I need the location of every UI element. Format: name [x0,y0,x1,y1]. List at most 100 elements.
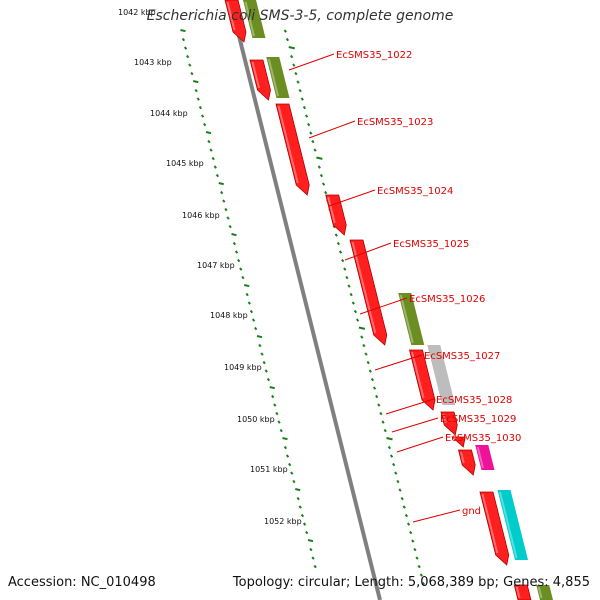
cds-arrow[interactable] [249,59,271,101]
ring-tick [392,462,396,467]
scale-tick [311,556,315,560]
gene-label[interactable]: EcSMS35_1024 [377,186,453,197]
gene-label[interactable]: EcSMS35_1030 [445,433,521,444]
ring-tick [389,454,394,458]
feature-highlight [226,1,236,31]
gene-label[interactable]: EcSMS35_1025 [393,239,469,250]
olive-feature[interactable] [398,293,425,345]
cds-arrow[interactable] [224,0,247,43]
scale-tick [283,445,288,450]
cds-arrow[interactable] [479,491,510,566]
kbp-label: 1048 kbp [210,311,248,320]
gene-label[interactable]: EcSMS35_1028 [436,395,512,406]
cds-arrow[interactable] [275,103,310,196]
feature-highlight [277,105,299,184]
ring-tick [283,29,287,33]
gene-label[interactable]: EcSMS35_1023 [357,117,433,128]
feature-highlight [537,586,543,599]
scale-tick [232,241,237,246]
scale-tick [239,267,243,271]
inner-tick-ring [180,29,317,569]
ring-tick [321,182,326,186]
kbp-label: 1043 kbp [134,58,172,67]
scale-tick [290,471,294,475]
scale-tick [300,513,305,518]
scale-tick [285,454,290,458]
gray-feature[interactable] [427,345,456,405]
ring-tick [288,46,295,50]
cds-arrow[interactable] [451,436,466,448]
gene-leader-line [344,242,392,261]
scale-tick [277,420,281,424]
ring-tick [298,88,302,93]
gene-label[interactable]: EcSMS35_1022 [336,50,412,61]
scale-tick [198,105,203,110]
ring-tick [307,122,311,127]
gene-label[interactable]: EcSMS35_1026 [409,294,485,305]
ring-tick [313,148,317,152]
gene-label[interactable]: EcSMS35_1029 [440,414,516,425]
olive-feature[interactable] [536,585,553,600]
feature-highlight [267,58,279,97]
kbp-label: 1045 kbp [166,159,204,168]
scale-tick [213,165,217,169]
scale-tick [218,182,224,186]
genome-summary-text: Topology: circular; Length: 5,068,389 bp… [232,575,590,590]
magenta-feature[interactable] [475,445,495,470]
ring-tick [285,37,290,42]
scale-tick [196,97,200,101]
scale-tick [209,148,213,152]
ring-tick [309,131,313,135]
olive-feature[interactable] [243,0,266,38]
ring-tick [296,80,300,84]
cds-arrow[interactable] [513,584,532,600]
ring-tick [370,377,375,382]
scale-tick [273,403,277,407]
scale-tick [205,131,212,135]
gene-leader-line [308,120,356,139]
scale-tick [264,369,268,373]
ring-tick [364,352,368,356]
gene-label[interactable]: EcSMS35_1027 [424,351,500,362]
olive-feature[interactable] [266,57,290,98]
scale-tick [211,156,215,161]
gene-leader-line [385,398,435,415]
ring-tick [404,513,409,518]
cyan-feature[interactable] [497,490,529,560]
gene-leader-line [391,417,439,433]
scale-tick [237,258,241,263]
ring-tick [383,428,387,433]
cds-arrow[interactable] [349,239,388,346]
scale-tick [275,411,279,416]
scale-tick [282,437,288,441]
cds-arrow[interactable] [457,449,476,476]
gene-label[interactable]: gnd [462,506,481,517]
ring-tick [402,505,406,509]
scale-tick [220,190,224,195]
ring-tick [349,292,353,297]
feature-highlight [244,1,255,37]
ring-tick [368,369,372,373]
feature-highlight [476,446,484,469]
scale-tick [292,479,296,484]
feature-highlight [327,196,336,224]
cds-arrow[interactable] [440,411,458,436]
ring-tick [304,114,309,118]
cds-arrow[interactable] [408,349,436,411]
ring-tick [355,318,360,322]
gene-leader-line [288,53,335,71]
scale-tick [231,233,237,237]
scale-tick [305,530,309,535]
ring-tick [316,156,323,160]
gene-labels: EcSMS35_1022 EcSMS35_1023 EcSMS35_1024 EcSM… [288,50,521,523]
ring-tick [347,284,351,288]
ring-tick [292,63,296,67]
feature-highlight [460,451,465,464]
accession-text: Accession: NC_010498 [8,575,156,590]
ring-tick [334,233,338,237]
scale-tick [266,377,271,382]
feature-highlight [481,493,499,554]
kbp-label: 1044 kbp [150,109,188,118]
scale-tick [269,386,275,390]
